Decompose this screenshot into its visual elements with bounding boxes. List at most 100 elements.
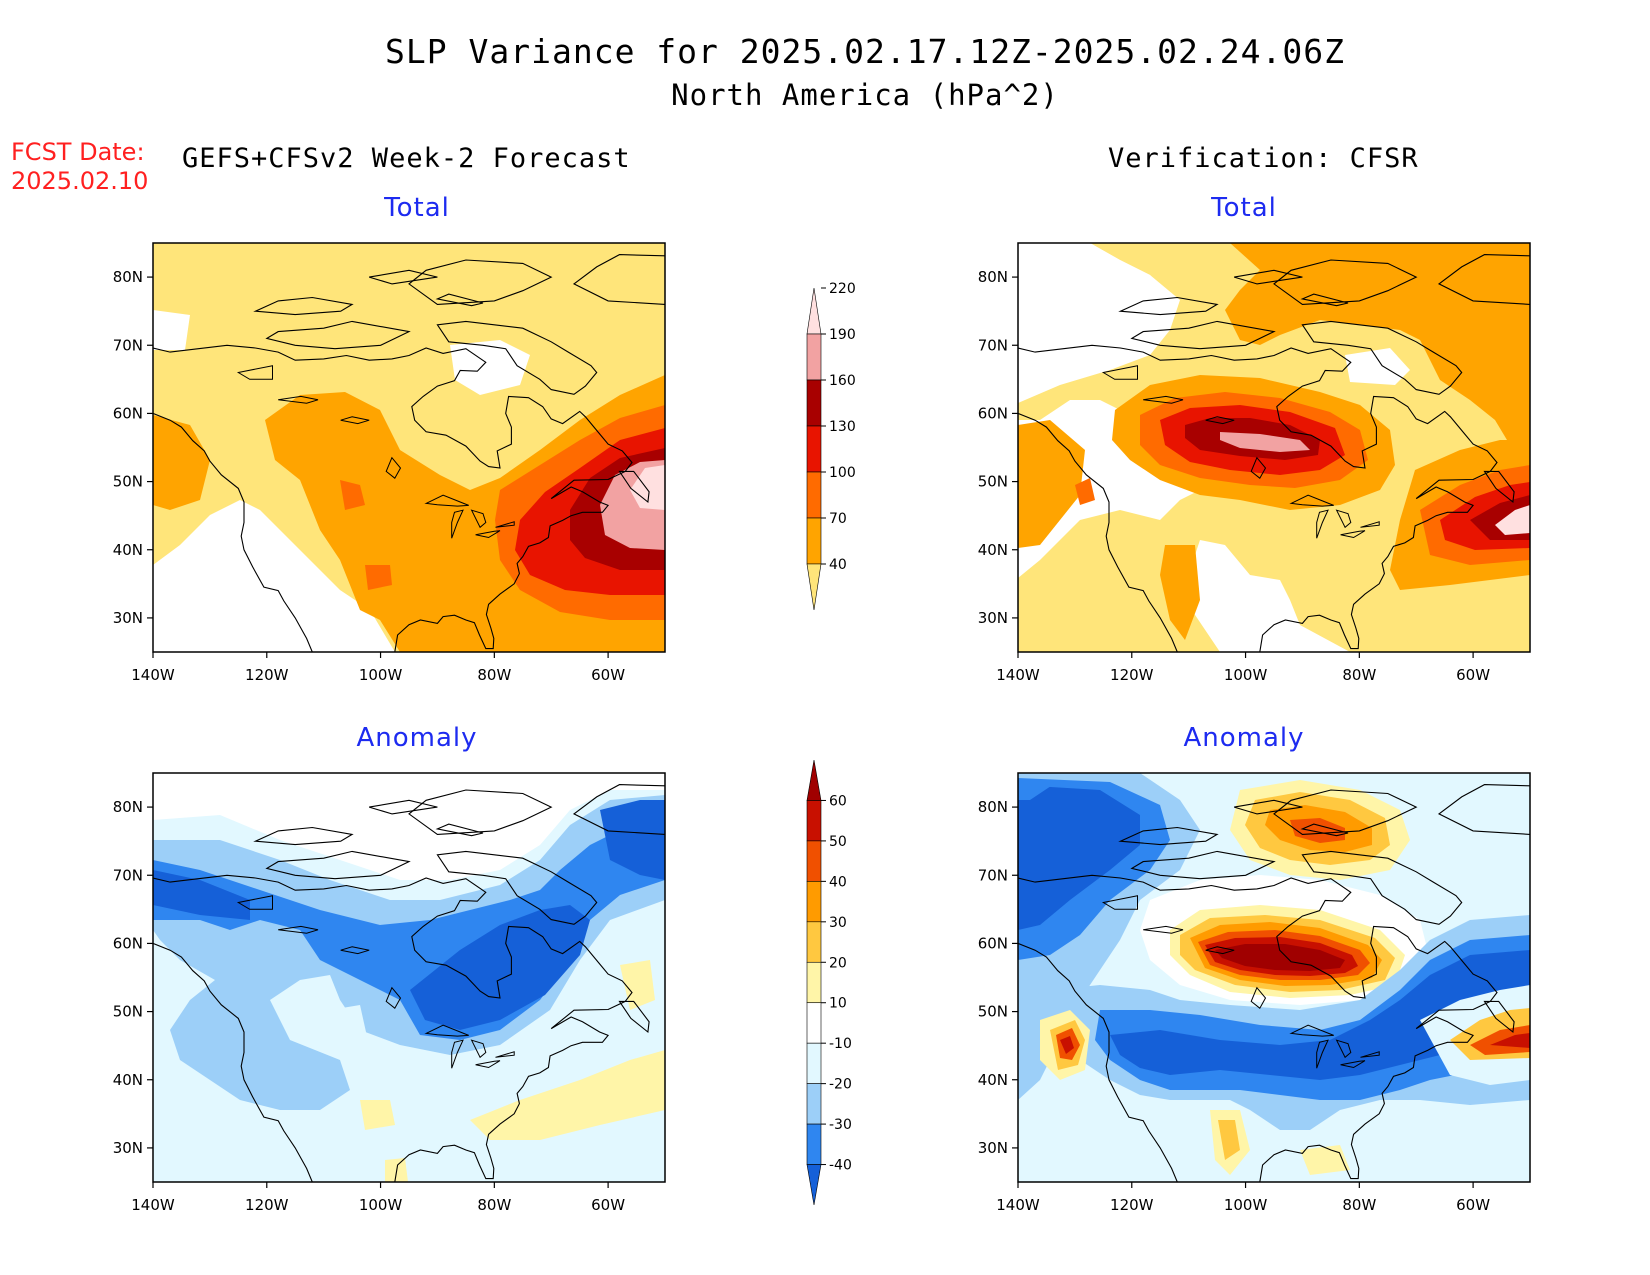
arctic-island	[1130, 320, 1276, 350]
lake-outline	[1250, 456, 1267, 479]
map-frame	[152, 242, 666, 653]
lat-tick-label: 80N	[978, 798, 1008, 816]
lake-outline	[1250, 986, 1267, 1009]
lake-outline	[495, 1051, 515, 1058]
arctic-island	[1273, 259, 1418, 305]
lake-outline	[385, 456, 402, 479]
verification-total-title: Total	[1211, 193, 1277, 223]
lake-outline	[451, 509, 464, 539]
lat-tick-label: 70N	[978, 866, 1008, 884]
lake-outline	[385, 986, 402, 1009]
arctic-island	[408, 259, 553, 305]
lon-tick-label: 60W	[1456, 1196, 1490, 1214]
east-coastline	[1018, 874, 1498, 1182]
arctic-island	[1300, 293, 1349, 307]
lat-tick-label: 40N	[978, 1071, 1008, 1089]
lake-outline	[1335, 1039, 1352, 1059]
colorbar-swatch	[806, 379, 822, 427]
lake-outline	[1360, 521, 1380, 528]
lon-tick-label: 140W	[131, 1196, 175, 1214]
arctic-island	[1234, 799, 1303, 815]
arctic-island	[265, 850, 411, 880]
lake-outline	[424, 494, 469, 507]
fcst-date-label: FCST Date:	[11, 138, 145, 166]
lake-outline	[424, 1024, 469, 1037]
arctic-island	[1437, 254, 1530, 305]
colorbar-label: 70	[829, 511, 847, 527]
lake-outline	[470, 1039, 487, 1059]
colorbar-swatch	[806, 333, 822, 381]
lake-outline	[278, 925, 319, 934]
lat-tick-label: 40N	[113, 541, 143, 559]
lake-outline	[470, 509, 487, 529]
coastline-panel-3	[153, 784, 665, 1182]
lon-tick-label: 80W	[1342, 1196, 1376, 1214]
colorbar-swatch	[806, 921, 822, 963]
lake-outline	[451, 1039, 464, 1069]
west-coastline	[1018, 942, 1178, 1182]
lat-tick-label: 80N	[113, 268, 143, 286]
colorbar-label: 40	[829, 874, 847, 890]
colorbar-label: 190	[829, 327, 856, 343]
chart-title: SLP Variance for 2025.02.17.12Z-2025.02.…	[385, 32, 1345, 71]
colorbar-swatch	[806, 471, 822, 519]
colorbar-swatch	[806, 1164, 822, 1206]
west-coastline	[153, 412, 313, 652]
lat-tick-label: 80N	[113, 798, 143, 816]
arctic-island	[408, 789, 553, 835]
arctic-island	[435, 293, 484, 307]
lake-outline	[236, 365, 273, 380]
colorbar-swatch	[806, 287, 822, 335]
forecast-anomaly-map	[153, 773, 665, 1182]
lake-outline	[1316, 509, 1329, 539]
lat-tick-label: 80N	[978, 268, 1008, 286]
arctic-island	[1437, 784, 1530, 835]
lat-tick-label: 40N	[978, 541, 1008, 559]
lon-tick-label: 60W	[591, 666, 625, 684]
lat-tick-label: 50N	[978, 1003, 1008, 1021]
lon-tick-label: 140W	[996, 666, 1040, 684]
colorbar-label: 50	[829, 834, 847, 850]
colorbar-label: -10	[829, 1036, 852, 1052]
arctic-island	[618, 1000, 650, 1034]
lake-outline	[1360, 1051, 1380, 1058]
axes-panel-2: 140W 120W 100W 80W 60W 80N 70N 60N 50N 40N 30N	[978, 242, 1531, 684]
lat-tick-label: 40N	[113, 1071, 143, 1089]
arctic-island	[1273, 789, 1418, 835]
lake-outline	[1205, 946, 1235, 955]
colorbar-label: 20	[829, 955, 847, 971]
lake-outline	[1205, 416, 1235, 425]
axes-panel-3: 140W 120W 100W 80W 60W 80N 70N 60N 50N 40N 30N	[113, 772, 666, 1214]
colorbar-label: 60	[829, 793, 847, 809]
lake-outline	[1143, 925, 1184, 934]
lon-tick-label: 80W	[477, 666, 511, 684]
lon-tick-label: 120W	[245, 1196, 289, 1214]
arctic-island	[1118, 296, 1219, 316]
colorbar-swatch	[806, 425, 822, 473]
fcst-date: FCST Date: 2025.02.10	[11, 138, 148, 196]
lon-tick-label: 120W	[245, 666, 289, 684]
lake-outline	[475, 1060, 501, 1069]
lon-tick-label: 120W	[1110, 1196, 1154, 1214]
lon-tick-label: 100W	[1224, 1196, 1268, 1214]
lake-outline	[278, 395, 319, 404]
colorbar-swatch	[806, 759, 822, 801]
lake-outline	[1335, 509, 1352, 529]
lat-tick-label: 70N	[113, 866, 143, 884]
lat-tick-label: 30N	[978, 609, 1008, 627]
lon-tick-label: 60W	[1456, 666, 1490, 684]
arctic-island	[369, 799, 438, 815]
colorbar-label: 220	[829, 281, 856, 297]
west-coastline	[1018, 412, 1178, 652]
arctic-island	[572, 784, 665, 835]
map-axes: 140W 120W 100W 80W 60W 80N 70N 60N 50N 40N 30N 140W…	[113, 242, 1531, 1214]
arctic-island	[1483, 1000, 1515, 1034]
arctic-island	[1300, 823, 1349, 837]
lat-tick-label: 70N	[113, 336, 143, 354]
lake-outline	[495, 521, 515, 528]
arctic-island	[1301, 320, 1463, 395]
arctic-island	[435, 823, 484, 837]
colorbar-swatch	[806, 881, 822, 923]
lat-tick-label: 60N	[978, 934, 1008, 952]
colorbar-label: 160	[829, 373, 856, 389]
